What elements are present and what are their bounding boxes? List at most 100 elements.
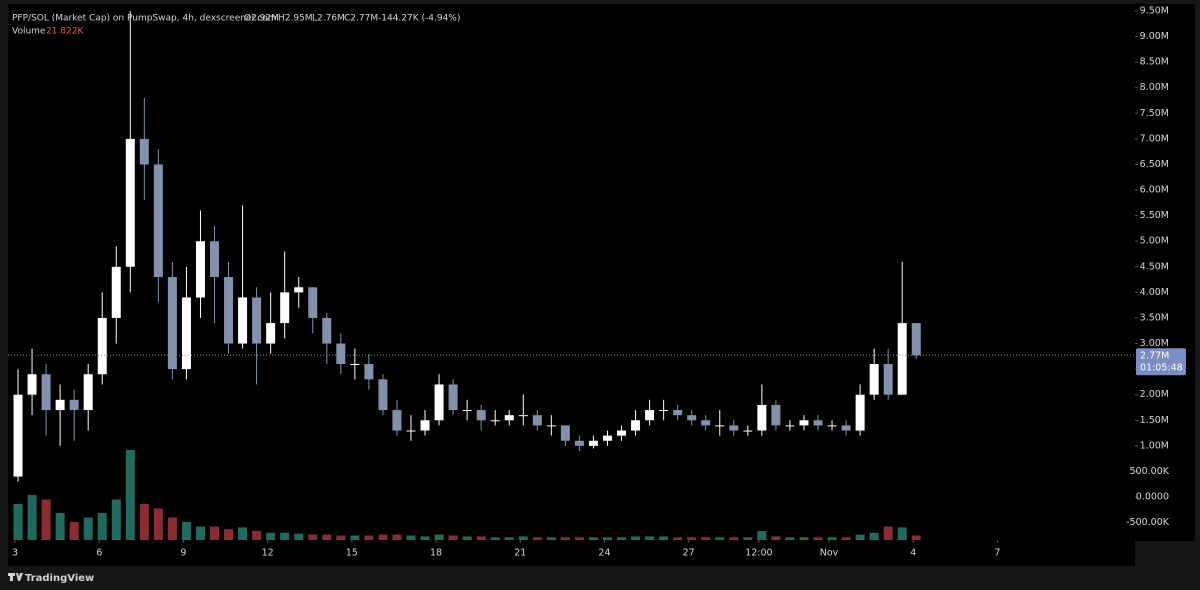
candle-body [27, 374, 37, 395]
candle-body [504, 415, 514, 421]
x-tick-label: 12 [262, 548, 274, 559]
price-scale [1135, 4, 1195, 541]
candle-body [462, 410, 472, 412]
x-tick-label: 18 [430, 548, 442, 559]
volume-bar [855, 534, 865, 540]
candle-body [252, 297, 262, 344]
ohlc-change: -144.27K (-4.94%) [378, 14, 460, 24]
ohlc-close: C2.77M [344, 14, 378, 24]
volume-bar [434, 534, 444, 540]
y-tick-label: 8.00M [1140, 82, 1169, 93]
ohlc-open: O2.92M [244, 14, 279, 24]
last-price-box [1136, 348, 1186, 376]
plot-area [8, 4, 1135, 541]
countdown-label: 01:05:48 [1140, 362, 1183, 373]
candle-body [617, 430, 627, 436]
y-tick-label: 6.00M [1140, 185, 1169, 196]
volume-bar [153, 508, 163, 540]
volume-bar [364, 535, 374, 540]
candle-body [406, 430, 416, 432]
y-tick-label: -500.00K [1126, 517, 1170, 528]
candle-body [238, 297, 248, 344]
volume-bar [771, 536, 781, 540]
tradingview-logo[interactable]: TradingView [8, 573, 94, 584]
y-tick-label: 9.50M [1140, 5, 1169, 16]
candle-body [715, 425, 725, 427]
candle-body [210, 241, 220, 278]
volume-bar [729, 537, 739, 540]
logo-icon [8, 573, 23, 581]
symbol-title[interactable]: PFP/SOL (Market Cap) on PumpSwap, 4h, de… [12, 14, 276, 24]
candle-body [181, 297, 191, 370]
candle-body [631, 420, 641, 431]
candle-body [294, 287, 304, 293]
x-tick-label: 3 [12, 548, 18, 559]
candle-body [687, 415, 697, 421]
volume-bar [406, 535, 416, 540]
candle-body [97, 317, 107, 375]
volume-bar [420, 536, 430, 540]
candle-body [224, 277, 234, 344]
x-tick-label: 7 [994, 548, 1000, 559]
candle-body [813, 420, 823, 426]
y-tick-label: 5.50M [1140, 210, 1169, 221]
volume-bar [799, 537, 809, 540]
volume-bar [574, 537, 584, 540]
volume-bar [645, 536, 655, 540]
candle-body [41, 374, 51, 411]
y-tick-label: 3.00M [1140, 338, 1169, 349]
candle-body [111, 266, 121, 318]
volume-bar [69, 522, 79, 540]
volume-bar [462, 536, 472, 540]
candle-body [266, 323, 276, 344]
volume-bar [294, 533, 304, 540]
last-price-label: 2.77M [1140, 350, 1169, 361]
volume-value: 21.822K [46, 27, 84, 37]
volume-bar [238, 527, 248, 540]
candle-body [771, 404, 781, 426]
y-tick-label: 7.50M [1140, 108, 1169, 119]
candle-body [139, 138, 149, 165]
candle-body [911, 323, 921, 356]
volume-bar [476, 536, 486, 540]
volume-bar [322, 534, 332, 540]
candle-body [841, 425, 851, 431]
candle-body [602, 435, 612, 441]
candle-body [350, 364, 360, 366]
ohlc-low: L2.76M [312, 14, 345, 24]
volume-bar [448, 535, 458, 540]
candle-body [322, 317, 332, 344]
candle-body [701, 420, 711, 426]
candle-body [757, 404, 767, 431]
time-scale [8, 541, 1135, 566]
volume-bar [308, 534, 318, 540]
candle-body [645, 410, 655, 421]
volume-label: Volume [12, 27, 46, 37]
volume-bar [560, 537, 570, 540]
y-tick-label: 4.00M [1140, 287, 1169, 298]
x-tick-label: 9 [180, 548, 186, 559]
candle-body [308, 287, 318, 318]
candle-body [13, 394, 23, 477]
x-tick-label: 21 [514, 548, 526, 559]
volume-bar [392, 534, 402, 540]
volume-bar [111, 499, 121, 540]
volume-bar [757, 531, 767, 540]
volume-bar [280, 532, 290, 540]
volume-bar [715, 537, 725, 540]
candle-body [799, 420, 809, 426]
volume-bar [827, 537, 837, 540]
volume-bar [252, 531, 262, 540]
y-tick-label: 5.00M [1140, 236, 1169, 247]
x-tick-label: 4 [910, 548, 916, 559]
candle-body [280, 292, 290, 324]
ohlc-high: H2.95M [278, 14, 313, 24]
candle-body [869, 364, 879, 395]
candle-body [855, 394, 865, 431]
volume-bar [687, 537, 697, 540]
candle-body [827, 425, 837, 427]
x-tick-label: 15 [346, 548, 358, 559]
x-tick-label: 6 [96, 548, 102, 559]
candle-body [378, 379, 388, 411]
